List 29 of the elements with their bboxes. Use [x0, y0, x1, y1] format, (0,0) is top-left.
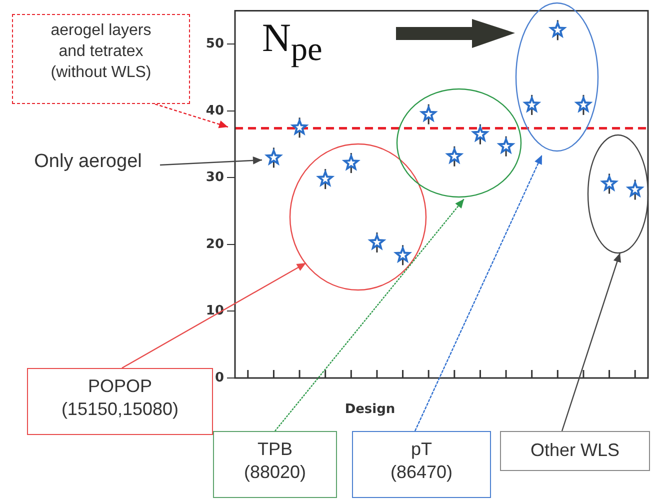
x-axis-title: Design — [344, 402, 396, 419]
point — [576, 96, 592, 112]
text: aerogel layers and tetratex (without WLS) — [12, 14, 190, 104]
y-tick-label: 0 — [214, 370, 224, 386]
text: Other WLS — [500, 431, 650, 471]
point — [344, 155, 359, 170]
point — [446, 148, 462, 164]
y-tick-label: 10 — [206, 304, 224, 319]
text: Only aerogel — [33, 150, 143, 174]
point — [550, 22, 566, 37]
point — [498, 138, 514, 153]
y-tick-label: 20 — [206, 236, 224, 252]
point — [369, 234, 385, 250]
y-tick-label: 50 — [206, 36, 224, 52]
y-tick-label: 40 — [206, 103, 224, 118]
point — [292, 120, 308, 134]
point — [472, 126, 488, 141]
point — [395, 247, 410, 262]
text: pT (86470) — [352, 431, 491, 498]
point — [627, 182, 643, 196]
point — [420, 106, 436, 121]
y-tick-label: 30 — [206, 170, 224, 186]
point — [318, 171, 333, 186]
text: POPOP (15150,15080) — [27, 368, 213, 435]
point — [524, 96, 540, 112]
point — [266, 150, 282, 164]
y-axis-title: N$_{pe}$ — [262, 15, 322, 68]
point — [602, 176, 617, 190]
text: TPB (88020) — [213, 431, 337, 498]
